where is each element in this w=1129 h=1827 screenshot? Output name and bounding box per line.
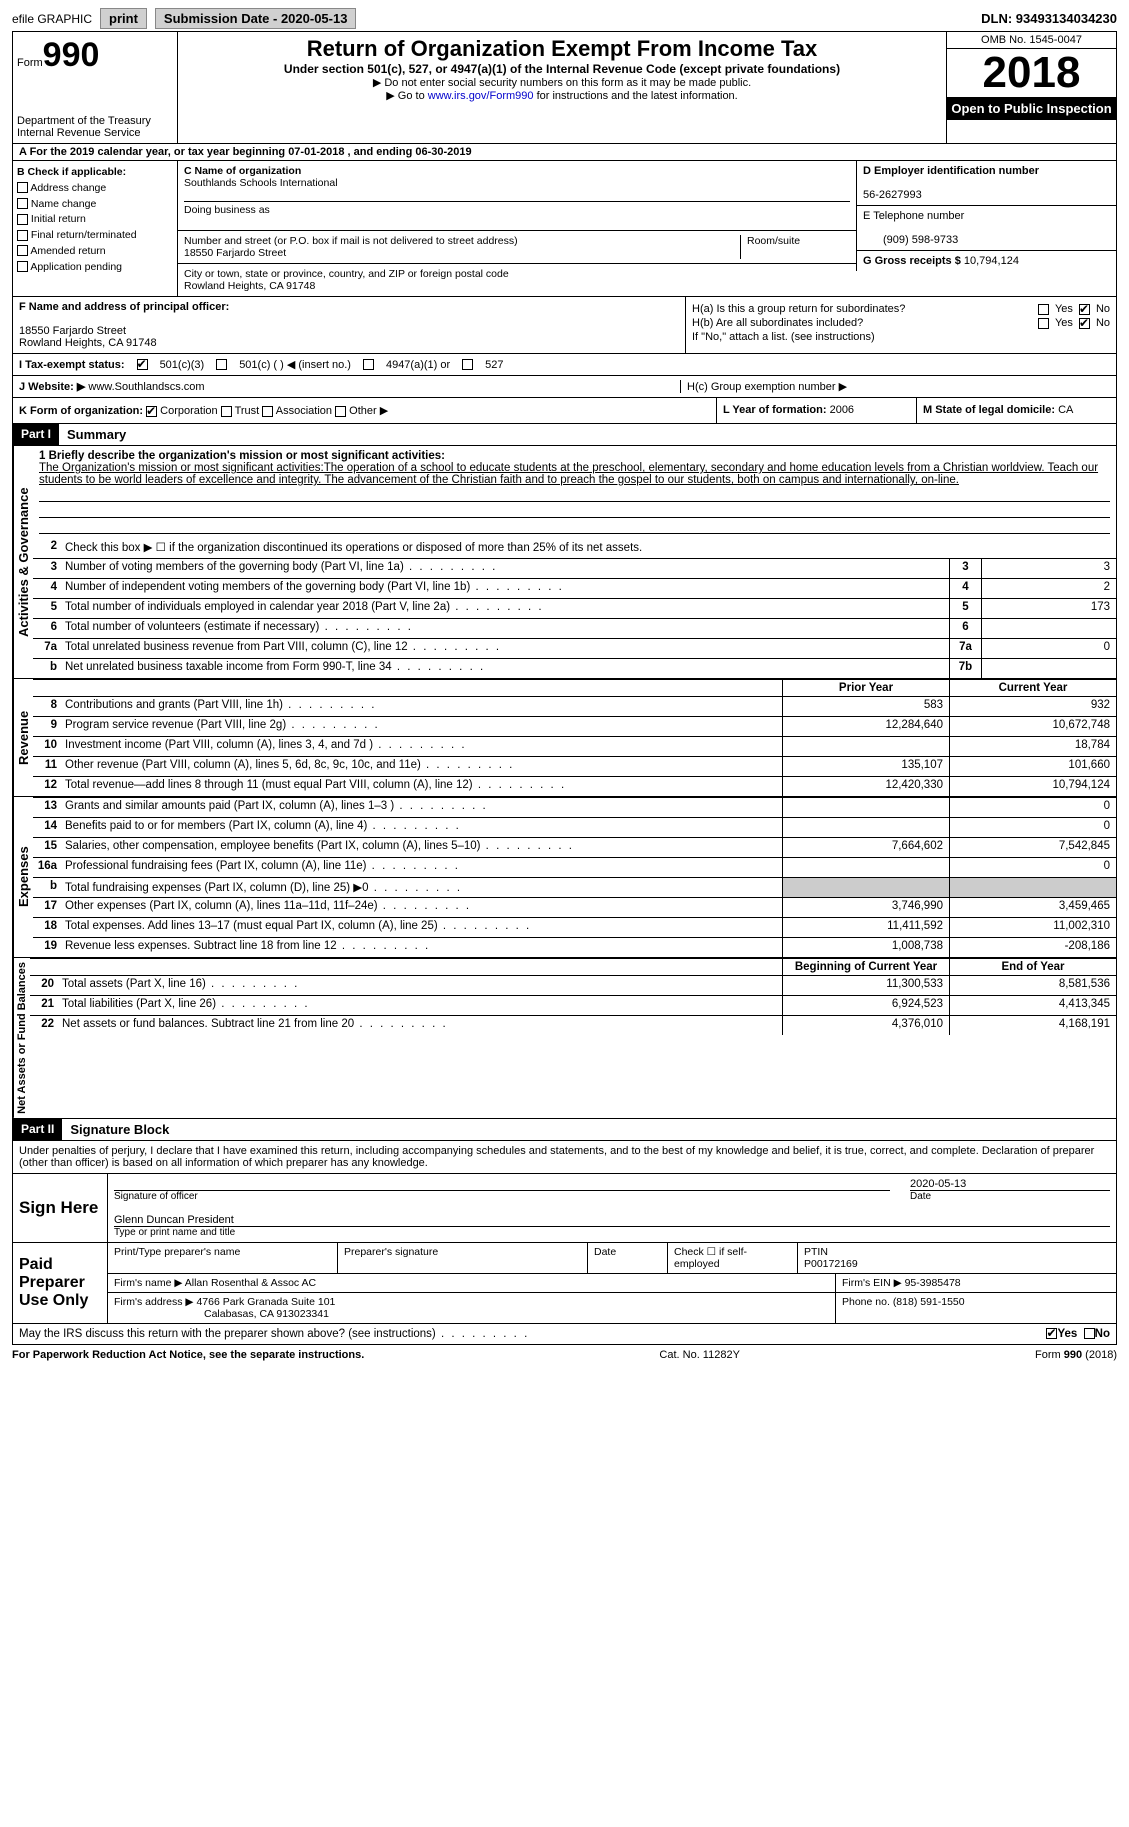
signature-section: Under penalties of perjury, I declare th… [12, 1141, 1117, 1324]
line-19: 19Revenue less expenses. Subtract line 1… [33, 937, 1116, 957]
form-title: Return of Organization Exempt From Incom… [182, 36, 942, 62]
line-15: 15Salaries, other compensation, employee… [33, 837, 1116, 857]
address-cell: Number and street (or P.O. box if mail i… [178, 231, 856, 264]
identity-grid: B Check if applicable: Address change Na… [12, 161, 1117, 297]
line-13: 13Grants and similar amounts paid (Part … [33, 797, 1116, 817]
line-14: 14Benefits paid to or for members (Part … [33, 817, 1116, 837]
efile-label: efile GRAPHIC [12, 12, 92, 26]
line-21: 21Total liabilities (Part X, line 26) 6,… [30, 995, 1116, 1015]
line-20: 20Total assets (Part X, line 16) 11,300,… [30, 975, 1116, 995]
mission-block: 1 Briefly describe the organization's mi… [33, 446, 1116, 538]
form-id-cell: Form990 Department of the Treasury Inter… [13, 32, 178, 143]
line-12: 12Total revenue—add lines 8 through 11 (… [33, 776, 1116, 796]
form-header: Form990 Department of the Treasury Inter… [12, 31, 1117, 144]
line-11: 11Other revenue (Part VIII, column (A), … [33, 756, 1116, 776]
line-16a: 16aProfessional fundraising fees (Part I… [33, 857, 1116, 877]
side-governance: Activities & Governance [13, 446, 33, 678]
sign-here-label: Sign Here [13, 1174, 108, 1242]
page-footer: For Paperwork Reduction Act Notice, see … [12, 1345, 1117, 1365]
box-b: B Check if applicable: Address change Na… [13, 161, 178, 296]
may-irs-row: May the IRS discuss this return with the… [12, 1324, 1117, 1345]
form-title-cell: Return of Organization Exempt From Incom… [178, 32, 946, 143]
line-22: 22Net assets or fund balances. Subtract … [30, 1015, 1116, 1035]
part2-badge: Part II [13, 1119, 62, 1140]
phone-cell: E Telephone number (909) 598-9733 [856, 206, 1116, 251]
part1-badge: Part I [13, 424, 59, 445]
part2-header-row: Part II Signature Block [12, 1119, 1117, 1141]
governance-section: Activities & Governance 1 Briefly descri… [12, 446, 1117, 679]
paid-preparer-label: Paid Preparer Use Only [13, 1243, 108, 1323]
gross-receipts-cell: G Gross receipts $ 10,794,124 [856, 251, 1116, 271]
row-fgh: F Name and address of principal officer:… [12, 297, 1117, 354]
line-6: 6Total number of volunteers (estimate if… [33, 618, 1116, 638]
netassets-section: Net Assets or Fund Balances Beginning of… [12, 958, 1117, 1119]
form-year-cell: OMB No. 1545-0047 2018 Open to Public In… [946, 32, 1116, 143]
line-5: 5Total number of individuals employed in… [33, 598, 1116, 618]
org-name-cell: C Name of organization Southlands School… [178, 161, 856, 231]
line-8: 8Contributions and grants (Part VIII, li… [33, 696, 1116, 716]
line-18: 18Total expenses. Add lines 13–17 (must … [33, 917, 1116, 937]
side-revenue: Revenue [13, 679, 33, 796]
revenue-section: Revenue Prior YearCurrent Year 8Contribu… [12, 679, 1117, 797]
city-cell: City or town, state or province, country… [178, 264, 856, 296]
row-jh: J Website: ▶ www.Southlandscs.com H(c) G… [12, 376, 1117, 398]
tax-status-row: I Tax-exempt status: 501(c)(3) 501(c) ( … [12, 354, 1117, 376]
line-17: 17Other expenses (Part IX, column (A), l… [33, 897, 1116, 917]
line-b: bTotal fundraising expenses (Part IX, co… [33, 877, 1116, 897]
top-toolbar: efile GRAPHIC print Submission Date - 20… [12, 8, 1117, 29]
line-7a: 7aTotal unrelated business revenue from … [33, 638, 1116, 658]
period-row: A For the 2019 calendar year, or tax yea… [12, 144, 1117, 161]
instructions-link[interactable]: www.irs.gov/Form990 [428, 90, 534, 102]
side-netassets: Net Assets or Fund Balances [13, 958, 30, 1118]
line-9: 9Program service revenue (Part VIII, lin… [33, 716, 1116, 736]
side-expenses: Expenses [13, 797, 33, 957]
submission-date-button[interactable]: Submission Date - 2020-05-13 [155, 8, 357, 29]
print-button[interactable]: print [100, 8, 147, 29]
line-b: bNet unrelated business taxable income f… [33, 658, 1116, 678]
ein-cell: D Employer identification number 56-2627… [856, 161, 1116, 206]
line-10: 10Investment income (Part VIII, column (… [33, 736, 1116, 756]
line-3: 3Number of voting members of the governi… [33, 558, 1116, 578]
line-4: 4Number of independent voting members of… [33, 578, 1116, 598]
expenses-section: Expenses 13Grants and similar amounts pa… [12, 797, 1117, 958]
officer-cell: F Name and address of principal officer:… [13, 297, 686, 353]
dln-label: DLN: 93493134034230 [981, 11, 1117, 26]
part1-header-row: Part I Summary [12, 424, 1117, 446]
group-return-cell: H(a) Is this a group return for subordin… [686, 297, 1116, 353]
row-klm: K Form of organization: Corporation Trus… [12, 398, 1117, 424]
